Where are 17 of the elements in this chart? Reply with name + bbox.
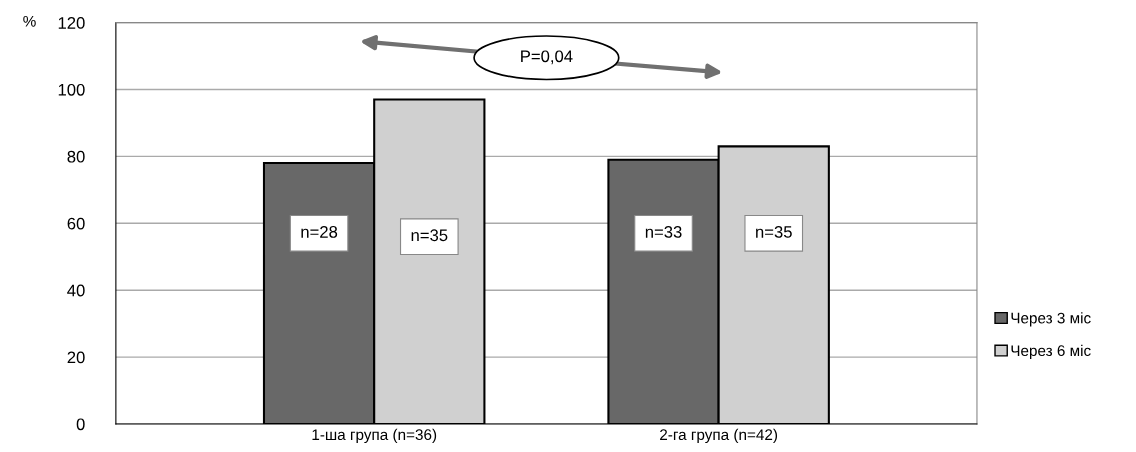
annotation: P=0,04 — [521, 50, 573, 65]
y-tick-label: 0 — [76, 418, 85, 431]
x-tick-label: 1-ша група (n=36) — [312, 428, 437, 444]
y-tick-label: 20 — [67, 351, 85, 364]
y-tick-label: 120 — [58, 17, 85, 29]
y-tick-label: 100 — [58, 83, 85, 96]
annotation: n=28 — [301, 225, 338, 238]
annotation: n=35 — [756, 225, 792, 238]
y-tick-label: 40 — [67, 284, 85, 297]
annotation: n=33 — [645, 225, 682, 238]
legend-label: Через 3 міс — [1011, 312, 1091, 327]
y-axis-title: % — [23, 15, 36, 27]
y-tick-label: 80 — [67, 150, 85, 163]
y-tick-label: 60 — [67, 217, 85, 230]
legend-label: Через 6 міс — [1011, 344, 1091, 360]
annotation: n=35 — [411, 229, 448, 242]
x-tick-label: 2-га група (n=42) — [660, 428, 778, 444]
